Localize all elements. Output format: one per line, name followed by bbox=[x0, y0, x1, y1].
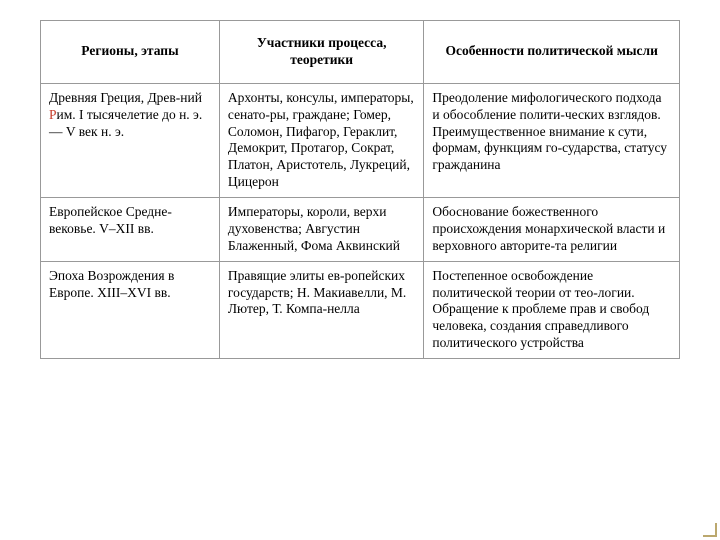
col-header-participants: Участники процесса, теоретики bbox=[219, 21, 423, 84]
table-body: Древняя Греция, Древ-ний Рим. I тысячеле… bbox=[41, 83, 680, 358]
cell-features: Преодоление мифологического подхода и об… bbox=[424, 83, 680, 197]
cell-participants: Архонты, консулы, императоры, сенато-ры,… bbox=[219, 83, 423, 197]
table-header-row: Регионы, этапы Участники процесса, теоре… bbox=[41, 21, 680, 84]
cell-participants: Императоры, короли, верхи духовенства; А… bbox=[219, 198, 423, 262]
table-row: Древняя Греция, Древ-ний Рим. I тысячеле… bbox=[41, 83, 680, 197]
cell-features: Обоснование божественного происхождения … bbox=[424, 198, 680, 262]
cell-region: Эпоха Возрождения в Европе. XIII–XVI вв. bbox=[41, 261, 220, 358]
cell-region: Древняя Греция, Древ-ний Рим. I тысячеле… bbox=[41, 83, 220, 197]
table-row: Эпоха Возрождения в Европе. XIII–XVI вв.… bbox=[41, 261, 680, 358]
table-row: Европейское Средне-вековье. V–XII вв. Им… bbox=[41, 198, 680, 262]
cell-region: Европейское Средне-вековье. V–XII вв. bbox=[41, 198, 220, 262]
history-table: Регионы, этапы Участники процесса, теоре… bbox=[40, 20, 680, 359]
resize-corner-icon bbox=[703, 523, 717, 537]
col-header-features: Особенности политической мысли bbox=[424, 21, 680, 84]
col-header-regions: Регионы, этапы bbox=[41, 21, 220, 84]
cell-features: Постепенное освобождение политической те… bbox=[424, 261, 680, 358]
cell-participants: Правящие элиты ев-ропейских государств; … bbox=[219, 261, 423, 358]
